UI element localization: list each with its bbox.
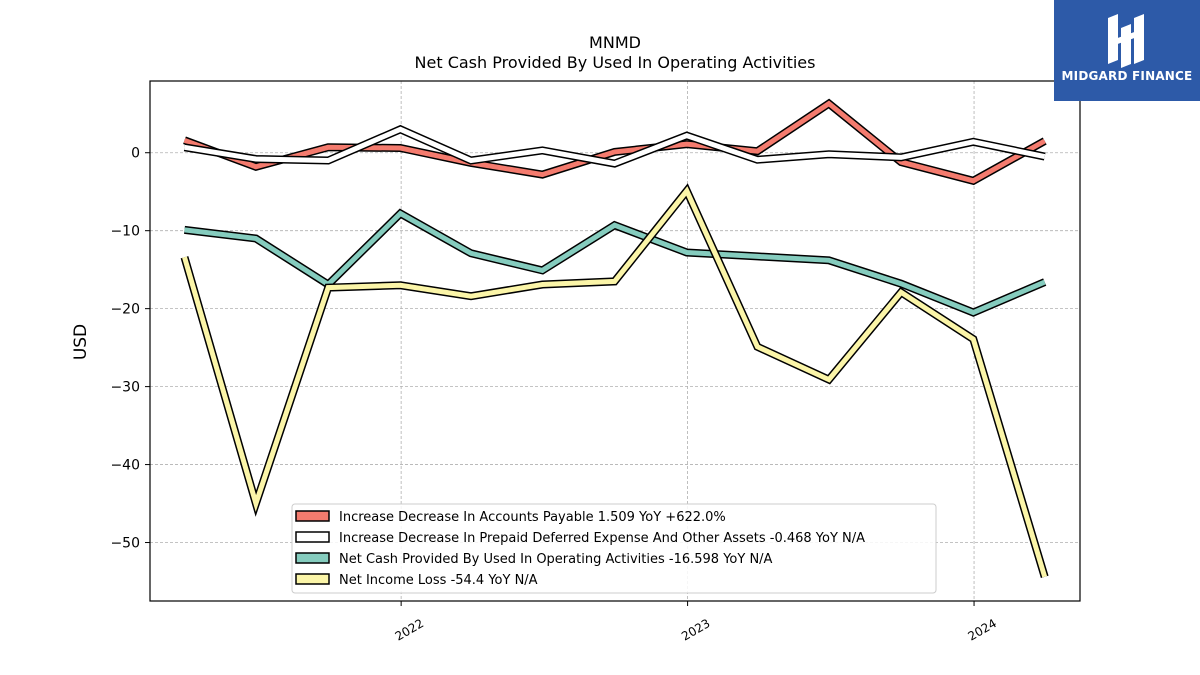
legend-box [291, 503, 937, 594]
legend-swatch [295, 531, 330, 543]
y-tick-label: 0 [131, 146, 140, 162]
series-line-0 [183, 100, 1046, 184]
y-axis-label: USD [71, 324, 91, 360]
chart-title: MNMD [589, 33, 641, 52]
legend-swatch [295, 510, 330, 522]
y-tick-label: −30 [110, 380, 140, 396]
series-layer [180, 98, 1049, 578]
chart-subtitle: Net Cash Provided By Used In Operating A… [415, 53, 816, 72]
legend-entry: Net Income Loss -54.4 YoY N/A [339, 573, 538, 588]
logo-mark-icon [1108, 14, 1144, 68]
logo: MIDGARD FINANCE [1054, 0, 1200, 101]
legend-entry: Net Cash Provided By Used In Operating A… [339, 552, 773, 567]
y-tick-label: −40 [110, 458, 140, 474]
series-line-1 [184, 126, 1046, 167]
legend: Increase Decrease In Accounts Payable 1.… [291, 503, 937, 594]
y-tick-label: −10 [110, 224, 140, 240]
legend-swatch [295, 573, 330, 585]
legend-entry: Increase Decrease In Accounts Payable 1.… [339, 510, 726, 525]
series-line-3 [182, 186, 1048, 578]
legend-entry: Increase Decrease In Prepaid Deferred Ex… [339, 531, 865, 546]
series-outline-0 [183, 98, 1047, 186]
y-tick-label: −50 [110, 536, 140, 552]
y-tick-label: −20 [110, 302, 140, 318]
x-tick-label: 2024 [966, 616, 999, 643]
x-tick-label: 2023 [679, 616, 712, 643]
logo-text: MIDGARD FINANCE [1061, 69, 1193, 83]
plot-frame [149, 80, 1081, 602]
legend-swatch [295, 552, 330, 564]
x-tick-label: 2022 [393, 616, 426, 643]
